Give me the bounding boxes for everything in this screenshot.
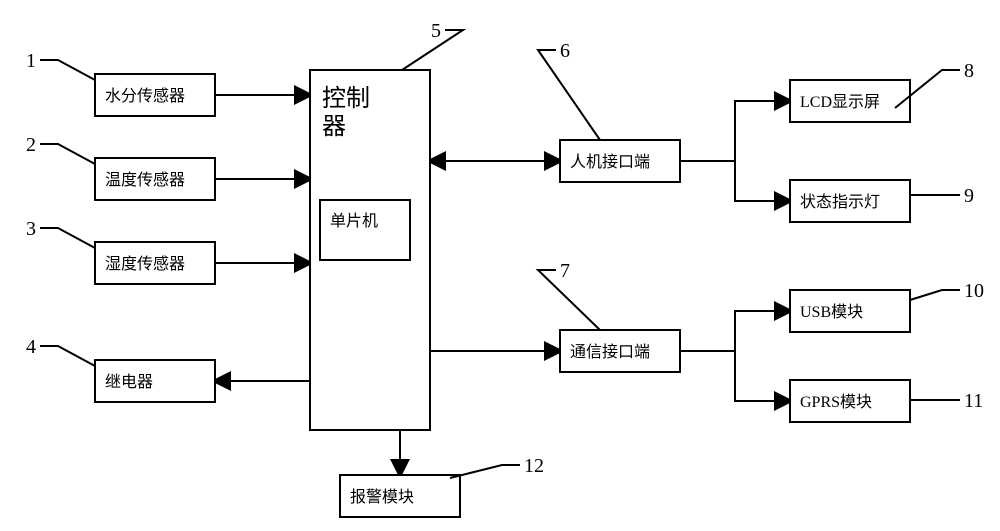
block-label-n6: 人机接口端 xyxy=(570,153,650,171)
callout-number-n3: 3 xyxy=(26,218,36,240)
block-diagram: 水分传感器温度传感器湿度传感器继电器控制器单片机人机接口端通信接口端LCD显示屏… xyxy=(0,0,1000,531)
block-label-n2: 温度传感器 xyxy=(105,171,185,189)
callout-number-n12: 12 xyxy=(524,455,544,477)
block-label-n10: USB模块 xyxy=(800,303,863,321)
edge-n7-n10 xyxy=(680,311,790,351)
callout-number-n7: 7 xyxy=(560,260,570,282)
block-label-n3: 湿度传感器 xyxy=(105,255,185,273)
block-label-n11: GPRS模块 xyxy=(800,393,872,411)
block-label-n9: 状态指示灯 xyxy=(800,193,880,211)
callout-number-n4: 4 xyxy=(26,336,36,358)
callout-number-n11: 11 xyxy=(964,390,983,412)
block-label-n7: 通信接口端 xyxy=(570,343,650,361)
edge-n6-n9 xyxy=(680,161,790,201)
callout-number-n9: 9 xyxy=(964,185,974,207)
callout-line-n10 xyxy=(910,290,960,300)
mcu-label: 单片机 xyxy=(330,212,378,230)
callout-line-n6 xyxy=(538,50,600,140)
callout-number-n2: 2 xyxy=(26,134,36,156)
callout-number-n6: 6 xyxy=(560,40,570,62)
callout-number-n8: 8 xyxy=(964,60,974,82)
mcu-box xyxy=(320,200,410,260)
callout-number-n10: 10 xyxy=(964,280,984,302)
edge-n7-n11 xyxy=(680,351,790,401)
callout-number-n1: 1 xyxy=(26,50,36,72)
edge-n6-n8 xyxy=(680,101,790,161)
callout-number-n5: 5 xyxy=(431,20,441,42)
block-label-n4: 继电器 xyxy=(105,373,153,391)
block-label-n8: LCD显示屏 xyxy=(800,94,880,111)
callout-line-n2 xyxy=(40,144,95,164)
callout-line-n3 xyxy=(40,228,95,248)
callout-line-n12 xyxy=(450,465,520,478)
block-label-n1: 水分传感器 xyxy=(105,87,185,105)
callout-line-n1 xyxy=(40,60,95,80)
block-label-n12: 报警模块 xyxy=(350,488,414,506)
callout-line-n4 xyxy=(40,346,95,366)
